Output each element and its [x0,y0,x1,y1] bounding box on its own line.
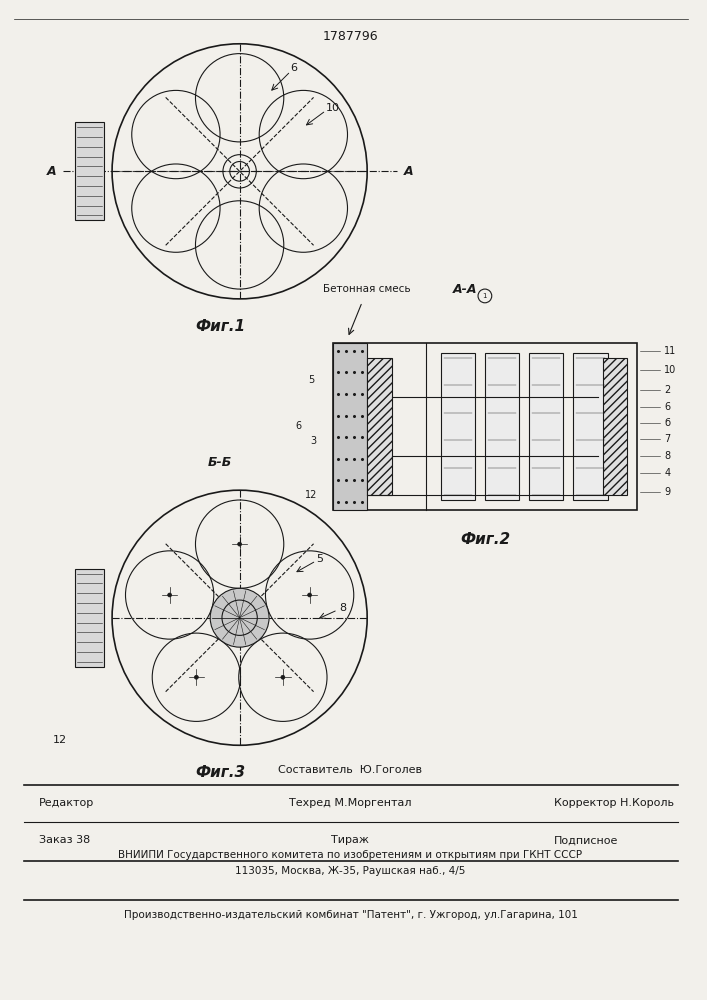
Text: 4: 4 [665,468,670,478]
Text: 9: 9 [665,487,670,497]
Text: 12: 12 [305,490,317,500]
Text: 1: 1 [483,293,487,299]
Text: А: А [47,165,56,178]
Text: 8: 8 [339,603,346,613]
Circle shape [238,542,242,546]
Text: Бетонная смесь: Бетонная смесь [323,284,411,294]
Text: Фиг.2: Фиг.2 [460,532,510,547]
Circle shape [210,588,269,647]
Bar [529,353,563,500]
Text: ВНИИПИ Государственного комитета по изобретениям и открытиям при ГКНТ СССР: ВНИИПИ Государственного комитета по изоб… [119,850,583,860]
Text: 6: 6 [665,402,670,412]
Text: Составитель  Ю.Гоголев: Составитель Ю.Гоголев [279,765,423,775]
Text: Тираж: Тираж [332,835,370,845]
Text: Редактор: Редактор [38,798,94,808]
Text: Техред М.Моргентал: Техред М.Моргентал [289,798,411,808]
Text: 5: 5 [308,375,315,385]
Bar [573,353,607,500]
Text: 113035, Москва, Ж-35, Раушская наб., 4/5: 113035, Москва, Ж-35, Раушская наб., 4/5 [235,866,466,876]
Text: 6: 6 [296,421,302,431]
Text: 1787796: 1787796 [322,30,378,43]
Text: Корректор Н.Король: Корректор Н.Король [554,798,674,808]
Text: б: б [665,418,670,428]
Text: 12: 12 [53,735,67,745]
Circle shape [308,593,312,597]
Circle shape [194,675,199,679]
Bar [75,569,104,667]
Text: 10: 10 [326,103,340,113]
Text: 2: 2 [665,385,671,395]
Bar [440,353,475,500]
Text: 8: 8 [665,451,670,461]
Text: 5: 5 [317,554,324,564]
Bar [333,343,367,510]
Bar [367,358,392,495]
Text: Б-Б: Б-Б [208,456,232,469]
Text: А: А [404,165,413,178]
Circle shape [168,593,172,597]
Bar [75,122,104,220]
Bar [485,353,519,500]
Text: Подписное: Подписное [554,835,618,845]
Bar [602,358,627,495]
Text: А-А: А-А [453,283,477,296]
Text: 11: 11 [665,346,677,356]
Text: 3: 3 [310,436,316,446]
Text: 10: 10 [665,365,677,375]
Bar [333,343,637,510]
Circle shape [281,675,285,679]
Text: 7: 7 [665,434,671,444]
Text: Заказ 38: Заказ 38 [38,835,90,845]
Text: Производственно-издательский комбинат "Патент", г. Ужгород, ул.Гагарина, 101: Производственно-издательский комбинат "П… [124,910,578,920]
Text: Фиг.1: Фиг.1 [195,319,245,334]
Text: 6: 6 [290,63,297,73]
Text: Фиг.3: Фиг.3 [195,765,245,780]
